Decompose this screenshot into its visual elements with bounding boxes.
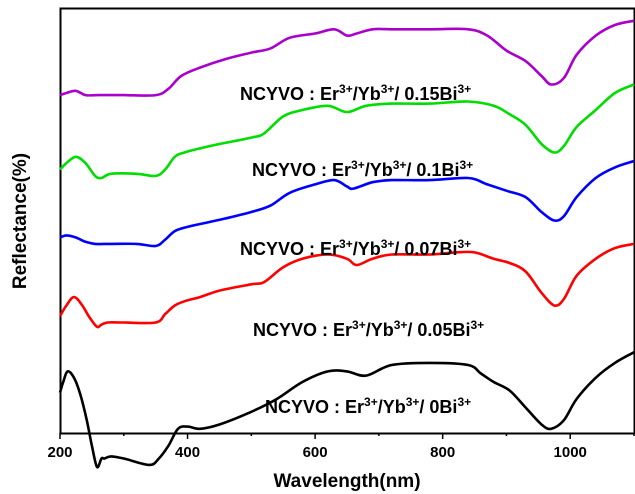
series-label-s2: NCYVO : Er3+/Yb3+/ 0.07Bi3+ (240, 237, 471, 259)
plot-frame (59, 7, 635, 435)
series-label-s3: NCYVO : Er3+/Yb3+/ 0.1Bi3+ (252, 158, 473, 180)
series-layer (58, 19, 635, 469)
series-label-s4: NCYVO : Er3+/Yb3+/ 0.15Bi3+ (240, 82, 471, 104)
series-label-s0: NCYVO : Er3+/Yb3+/ 0Bi3+ (265, 395, 471, 417)
series-line-s1 (58, 242, 635, 329)
x-axis-title: Wavelength(nm) (273, 471, 420, 492)
x-tick-label: 800 (430, 444, 455, 461)
series-line-s2 (59, 159, 635, 248)
series-line-s3 (59, 83, 635, 180)
x-tick-label: 600 (303, 444, 328, 461)
series-line-s4 (59, 19, 635, 97)
x-tick-label: 200 (47, 444, 72, 461)
x-tick-label: 1000 (554, 444, 587, 461)
x-tick-label: 400 (175, 444, 200, 461)
series-labels: NCYVO : Er3+/Yb3+/ 0Bi3+ NCYVO : Er3+/Yb3… (240, 82, 484, 417)
series-label-s1: NCYVO : Er3+/Yb3+/ 0.05Bi3+ (253, 318, 484, 340)
x-axis-ticks: 200 400 600 800 1000 (47, 433, 635, 461)
y-axis-title: Reflectance(%) (10, 153, 31, 289)
series-line-s0 (58, 351, 635, 469)
